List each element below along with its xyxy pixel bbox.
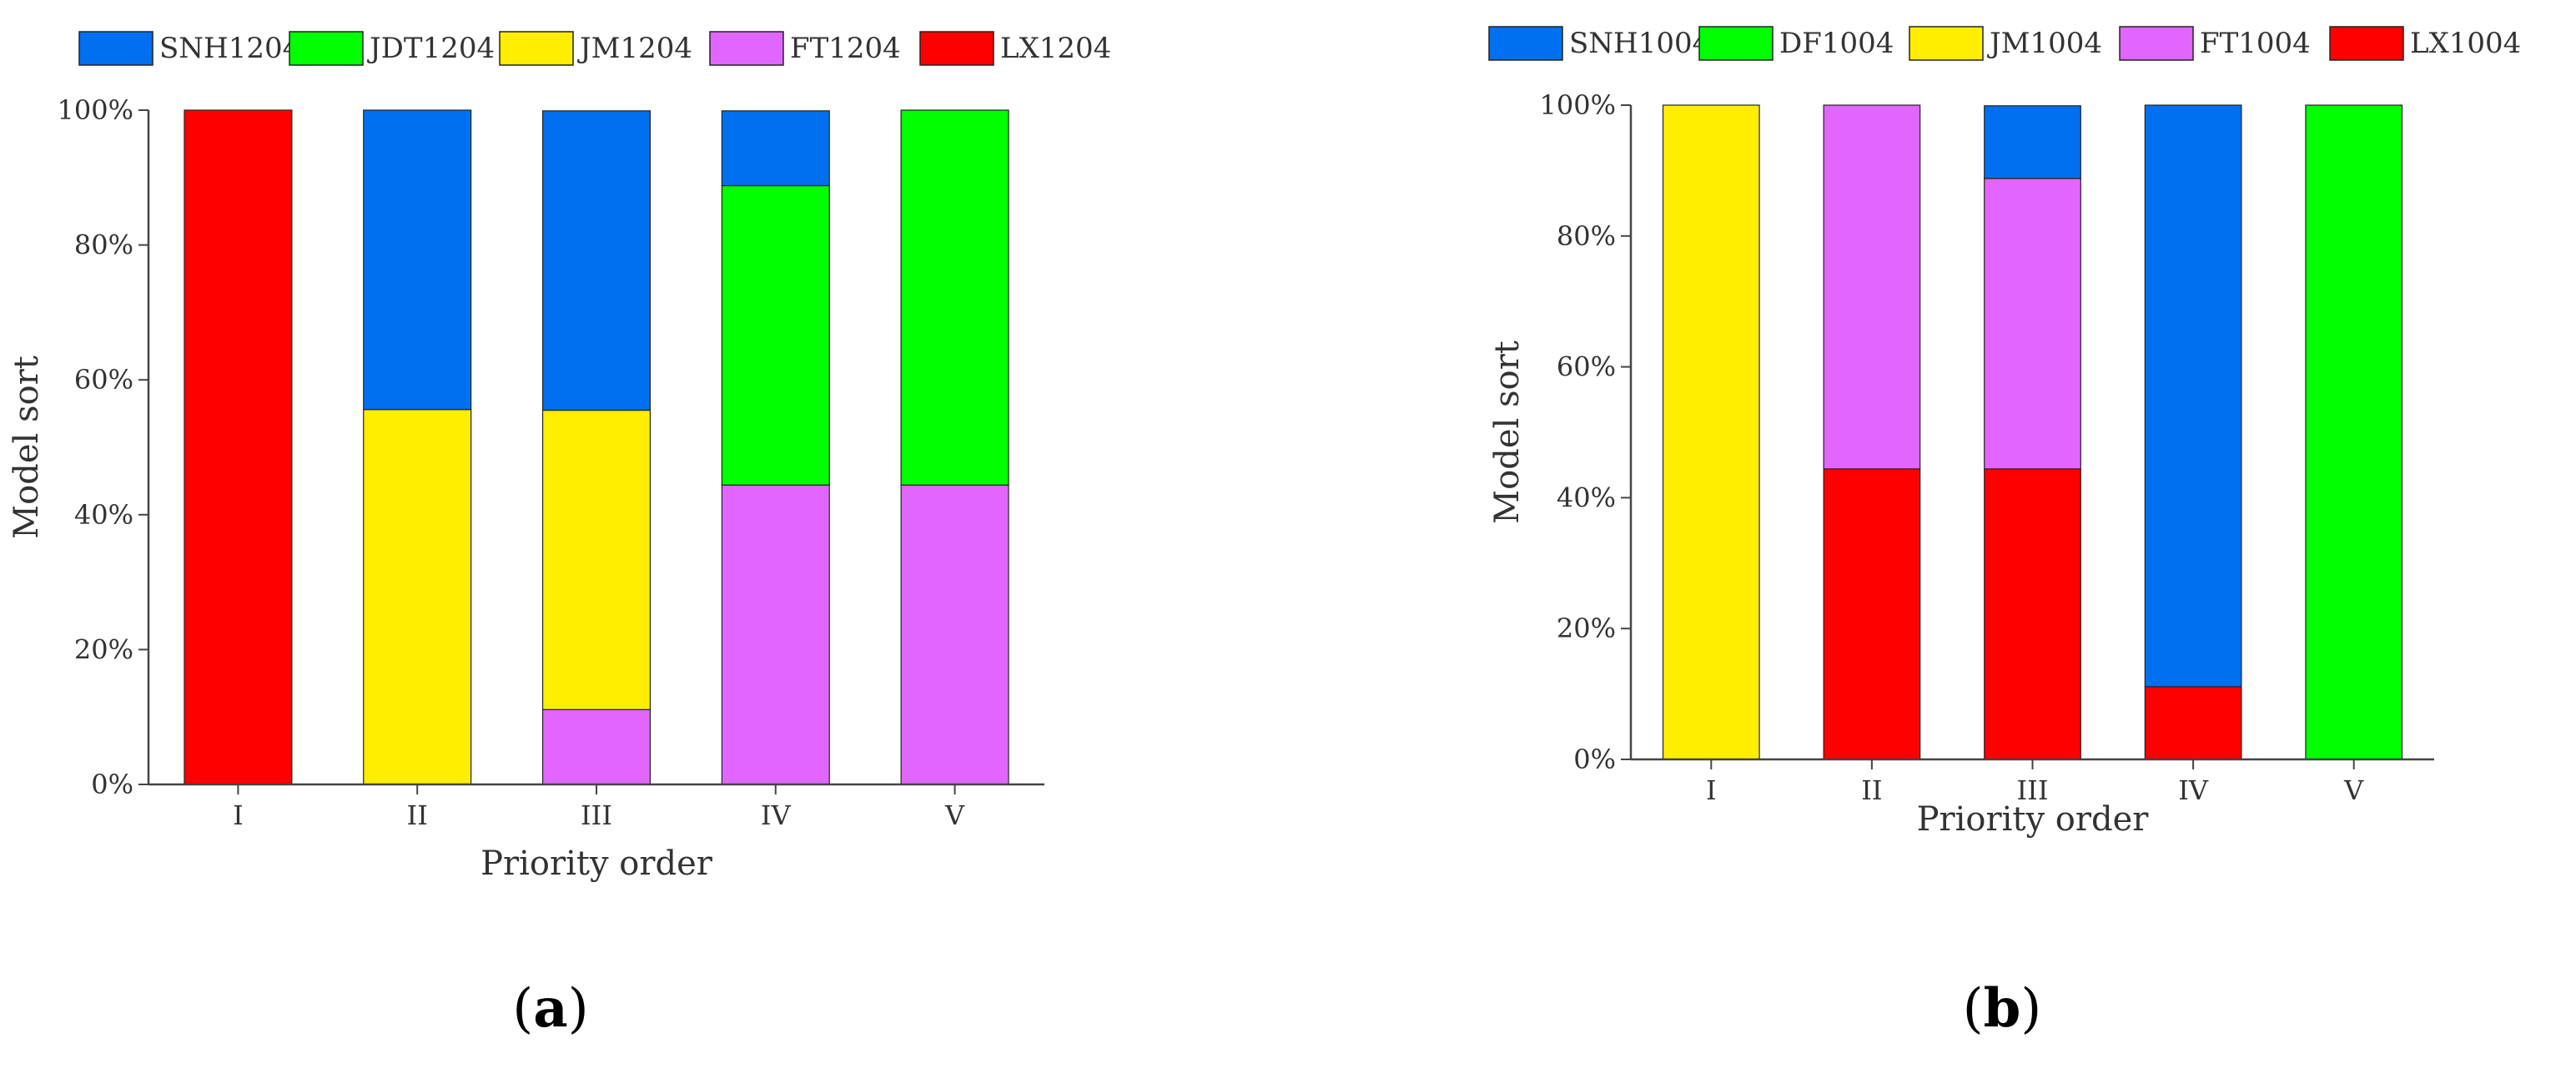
y-tick-label: 20% [74, 633, 133, 665]
bar-segment [1823, 104, 1921, 470]
x-tick-label: I [1706, 774, 1717, 806]
x-tick-label: I [233, 799, 244, 831]
bar-segment [541, 708, 652, 785]
legend-swatch [1909, 26, 1984, 61]
legend-label: DF1004 [1779, 27, 1894, 60]
legend-label: LX1004 [2410, 27, 2521, 60]
y-tick-label: 20% [1557, 613, 1616, 644]
legend-swatch [919, 31, 994, 66]
bar-segment [1984, 468, 2081, 760]
y-axis-title: Model sort [1488, 340, 1527, 524]
panel-caption: (a) [512, 977, 588, 1040]
legend-swatch [1488, 26, 1563, 61]
legend-swatch [1698, 26, 1774, 61]
legend-label: FT1004 [2200, 27, 2311, 60]
legend-label: JDT1204 [367, 32, 495, 65]
legend-swatch [2119, 26, 2194, 61]
bar-segment [2144, 104, 2242, 688]
legend-label: LX1204 [1000, 32, 1111, 65]
bar-segment [721, 110, 830, 187]
y-axis-title: Model sort [8, 355, 46, 539]
bar-segment [363, 409, 472, 785]
bar-segment [541, 110, 652, 411]
y-tick-label: 80% [1557, 220, 1616, 252]
bar-segment [184, 109, 293, 785]
legend-label: SNH1204 [159, 32, 300, 65]
x-tick-label: IV [761, 799, 792, 831]
bar-segment [363, 109, 472, 411]
bar-segment [721, 484, 830, 785]
legend-label: JM1004 [1987, 27, 2102, 60]
legend-label: JM1204 [577, 32, 692, 65]
bar-segment [900, 109, 1009, 486]
x-tick-label: III [581, 799, 612, 831]
y-tick-label: 40% [1557, 482, 1616, 513]
bar-segment [2144, 686, 2242, 760]
legend-swatch [709, 31, 784, 66]
legend-swatch [2329, 26, 2404, 61]
y-tick-label: 100% [58, 94, 133, 126]
x-axis-title: Priority order [480, 845, 713, 883]
legend-label: FT1204 [790, 32, 901, 65]
x-tick-label: IV [2178, 774, 2209, 806]
panel-caption: (b) [1963, 977, 2042, 1040]
bar-segment [1984, 105, 2081, 179]
legend-swatch [499, 31, 574, 66]
bar-segment [1984, 178, 2081, 470]
x-axis-title: Priority order [1917, 800, 2150, 839]
x-tick-label: II [407, 799, 428, 831]
legend-label: SNH1004 [1569, 27, 1710, 60]
legend-swatch [289, 31, 364, 66]
y-tick-label: 40% [74, 499, 133, 531]
legend-swatch [78, 31, 153, 66]
x-tick-label: II [1861, 774, 1882, 806]
bar-segment [900, 484, 1009, 785]
x-tick-label: V [2343, 774, 2364, 806]
y-tick-label: 0% [1573, 744, 1616, 775]
y-tick-label: 0% [91, 769, 133, 800]
bar-segment [721, 184, 830, 486]
y-tick-label: 60% [1557, 351, 1616, 383]
y-tick-label: 60% [74, 364, 133, 396]
bar-segment [2305, 104, 2403, 760]
bar-segment [541, 409, 652, 710]
x-tick-label: V [944, 799, 965, 831]
bar-segment [1662, 104, 1760, 760]
y-tick-label: 100% [1540, 89, 1616, 121]
x-tick-label: III [2017, 774, 2049, 806]
y-tick-label: 80% [74, 229, 133, 261]
bar-segment [1823, 468, 1921, 760]
